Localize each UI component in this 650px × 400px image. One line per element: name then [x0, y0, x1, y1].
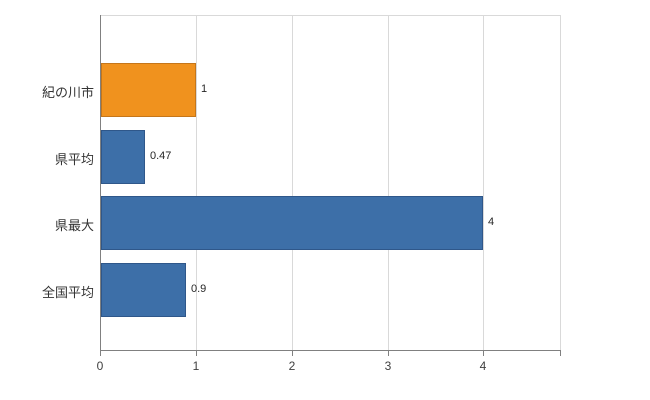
x-axis-line [100, 350, 561, 351]
bar-value-label: 0.9 [191, 283, 207, 295]
x-tick-label: 3 [384, 359, 392, 373]
x-tick-mark [196, 351, 197, 356]
x-tick-label: 1 [192, 359, 200, 373]
vertical-gridline [483, 15, 484, 350]
category-label: 県最大 [54, 218, 94, 233]
category-label: 全国平均 [41, 285, 94, 300]
bar-value-label: 4 [488, 216, 495, 228]
bar-2 [101, 130, 145, 184]
vertical-gridline [388, 15, 389, 350]
bar-value-label: 0.47 [150, 150, 172, 162]
vertical-gridline [292, 15, 293, 350]
x-tick-mark-end [560, 351, 561, 356]
plot-right-gridline [560, 15, 561, 350]
y-axis-line [100, 15, 101, 350]
x-tick-label: 2 [288, 359, 296, 373]
category-label: 県平均 [54, 152, 94, 167]
vertical-gridline [196, 15, 197, 350]
x-tick-mark [483, 351, 484, 356]
category-label: 紀の川市 [41, 85, 94, 100]
plot-top-gridline [100, 15, 560, 16]
x-tick-mark [388, 351, 389, 356]
x-tick-mark [292, 351, 293, 356]
bar-value-label: 1 [201, 83, 208, 95]
x-tick-label: 4 [479, 359, 487, 373]
x-tick-label: 0 [96, 359, 104, 373]
bar-4 [101, 263, 186, 317]
bar-3 [101, 196, 483, 250]
x-tick-mark [100, 351, 101, 356]
bar-1 [101, 63, 196, 117]
